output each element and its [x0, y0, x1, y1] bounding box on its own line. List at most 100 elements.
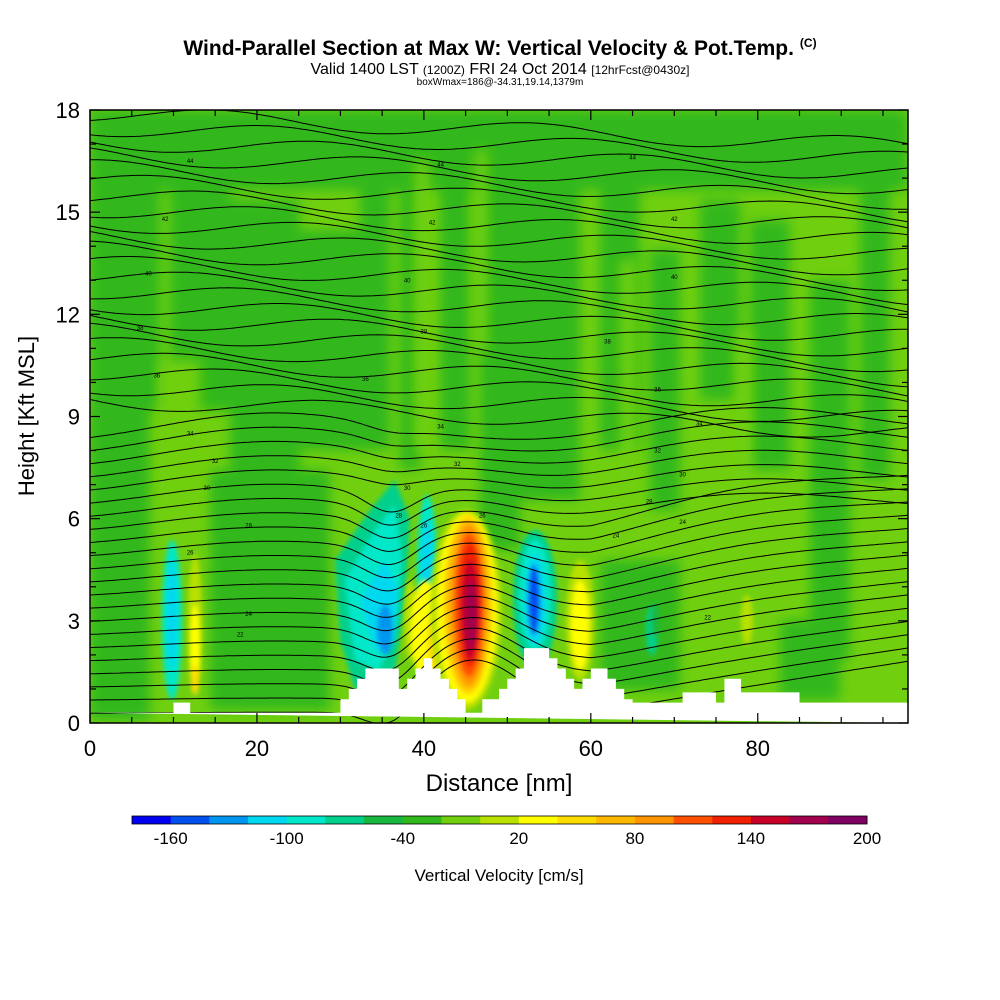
colorbar-tick-label: 20 [509, 829, 528, 848]
y-axis-label: Height [Kft MSL] [14, 336, 39, 496]
velocity-field [90, 110, 908, 720]
isentrope-line [90, 337, 908, 388]
x-tick-label: 80 [746, 736, 770, 761]
chart-title: Wind-Parallel Section at Max W: Vertical… [0, 36, 1000, 61]
colorbar-tick-labels: -160 -100 -40 20 80 140 200 [154, 829, 882, 848]
colorbar-label: Vertical Velocity [cm/s] [414, 866, 583, 885]
theta-label: 36 [153, 374, 160, 380]
isentrope-line [90, 607, 908, 672]
isentrope-line [90, 647, 908, 712]
theta-label: 38 [137, 326, 144, 332]
colorbar-outline [131, 815, 868, 825]
theta-label: 26 [187, 551, 194, 557]
isentrope-line [90, 488, 908, 552]
theta-label: 34 [696, 421, 703, 427]
isentrope-line [90, 159, 908, 210]
isentrope-line [90, 594, 908, 658]
isentrope-line [90, 528, 908, 592]
theta-label: 36 [362, 377, 369, 383]
y-tick-label: 0 [68, 711, 80, 736]
isentrope-line [90, 567, 908, 632]
colorbar-cell [634, 816, 675, 824]
theta-label: 44 [187, 159, 194, 165]
isentrope-line [90, 541, 908, 605]
isentrope-line [90, 407, 908, 440]
isentrope-line [90, 368, 908, 407]
x-tick-label: 0 [84, 736, 96, 761]
isentrope-line [90, 206, 908, 245]
isentrope-line [90, 449, 908, 478]
colorbar-cell [402, 816, 442, 824]
title-copyright-mark: (C) [799, 36, 817, 50]
isentrope-line [90, 399, 908, 438]
isentrope-line [90, 140, 908, 179]
theta-label: 24 [613, 534, 620, 540]
isentrope-line [90, 271, 908, 313]
theta-label: 34 [187, 432, 194, 438]
colorbar-cell [789, 816, 829, 824]
colorbar-cells [131, 815, 868, 825]
theta-label: 32 [654, 449, 661, 455]
potential-temperature-contours [90, 110, 908, 723]
colorbar-cell [750, 816, 791, 824]
x-tick-label: 40 [412, 736, 436, 761]
isentrope-line [90, 464, 908, 491]
isentrope-line [90, 659, 908, 723]
isentrope-line [90, 314, 908, 357]
isentrope-line [90, 514, 908, 579]
theta-label: 40 [671, 275, 678, 281]
colorbar-cell [248, 816, 288, 824]
colorbar-cell [557, 816, 597, 824]
y-tick-label: 12 [56, 302, 80, 327]
colorbar-cell [712, 816, 752, 824]
valid-utc: (1200Z) [422, 63, 465, 77]
colorbar-tick-label: 140 [737, 829, 765, 848]
isentrope-line [90, 501, 908, 565]
plot-field: 44 44 44 42 42 42 40 40 40 38 38 38 36 36 36 34 34 34 32 32… [90, 110, 908, 723]
theta-label: 42 [162, 217, 169, 223]
isentrope-line [90, 174, 908, 223]
isentrope-line [90, 125, 908, 163]
colorbar-cell [132, 816, 172, 824]
colorbar-tick-label: 200 [853, 829, 881, 848]
contour-labels: 44 44 44 42 42 42 40 40 40 38 38 38 36 36 36 34 34 34 32 32… [137, 156, 712, 639]
theta-label: 28 [245, 524, 252, 530]
colorbar-cell [518, 816, 558, 824]
colorbar-tick-label: -40 [391, 829, 416, 848]
isentrope-line [90, 190, 908, 229]
theta-label: 26 [479, 513, 486, 519]
y-tick-label: 6 [68, 507, 80, 532]
isentrope-line [90, 303, 908, 341]
isentrope-line [90, 231, 908, 276]
theta-label: 32 [212, 459, 219, 465]
colorbar-tick-label: 80 [625, 829, 644, 848]
y-ticks: 0 36 9 12 15 18 [56, 98, 908, 736]
isentrope-line [90, 352, 908, 397]
theta-label: 26 [421, 524, 428, 530]
theta-label: 40 [404, 278, 411, 284]
colorbar-cell [673, 816, 713, 824]
valid-prefix: Valid 1400 LST [310, 61, 419, 78]
isentrope-line [90, 478, 908, 513]
isentrope-line [90, 435, 908, 465]
colorbar-cell [596, 816, 636, 824]
isentrope-line [90, 474, 908, 539]
isentrope-line [90, 554, 908, 618]
theta-label: 38 [604, 340, 611, 346]
theta-label: 30 [679, 472, 686, 478]
colorbar-tick-label: -160 [154, 829, 188, 848]
theta-label: 22 [704, 615, 711, 621]
x-tick-label: 20 [245, 736, 269, 761]
x-axis: 0 20 40 60 80 Distance [nm] [84, 110, 884, 797]
colorbar-cell [364, 816, 404, 824]
theta-label: 22 [237, 633, 244, 639]
x-ticks: 0 20 40 60 80 [84, 110, 884, 761]
y-tick-label: 15 [56, 200, 80, 225]
valid-date: FRI 24 Oct 2014 [469, 61, 587, 78]
y-tick-label: 18 [56, 98, 80, 123]
theta-label: 30 [204, 486, 211, 492]
theta-label: 40 [145, 272, 152, 278]
y-tick-label: 9 [68, 405, 80, 430]
theta-label: 42 [671, 217, 678, 223]
